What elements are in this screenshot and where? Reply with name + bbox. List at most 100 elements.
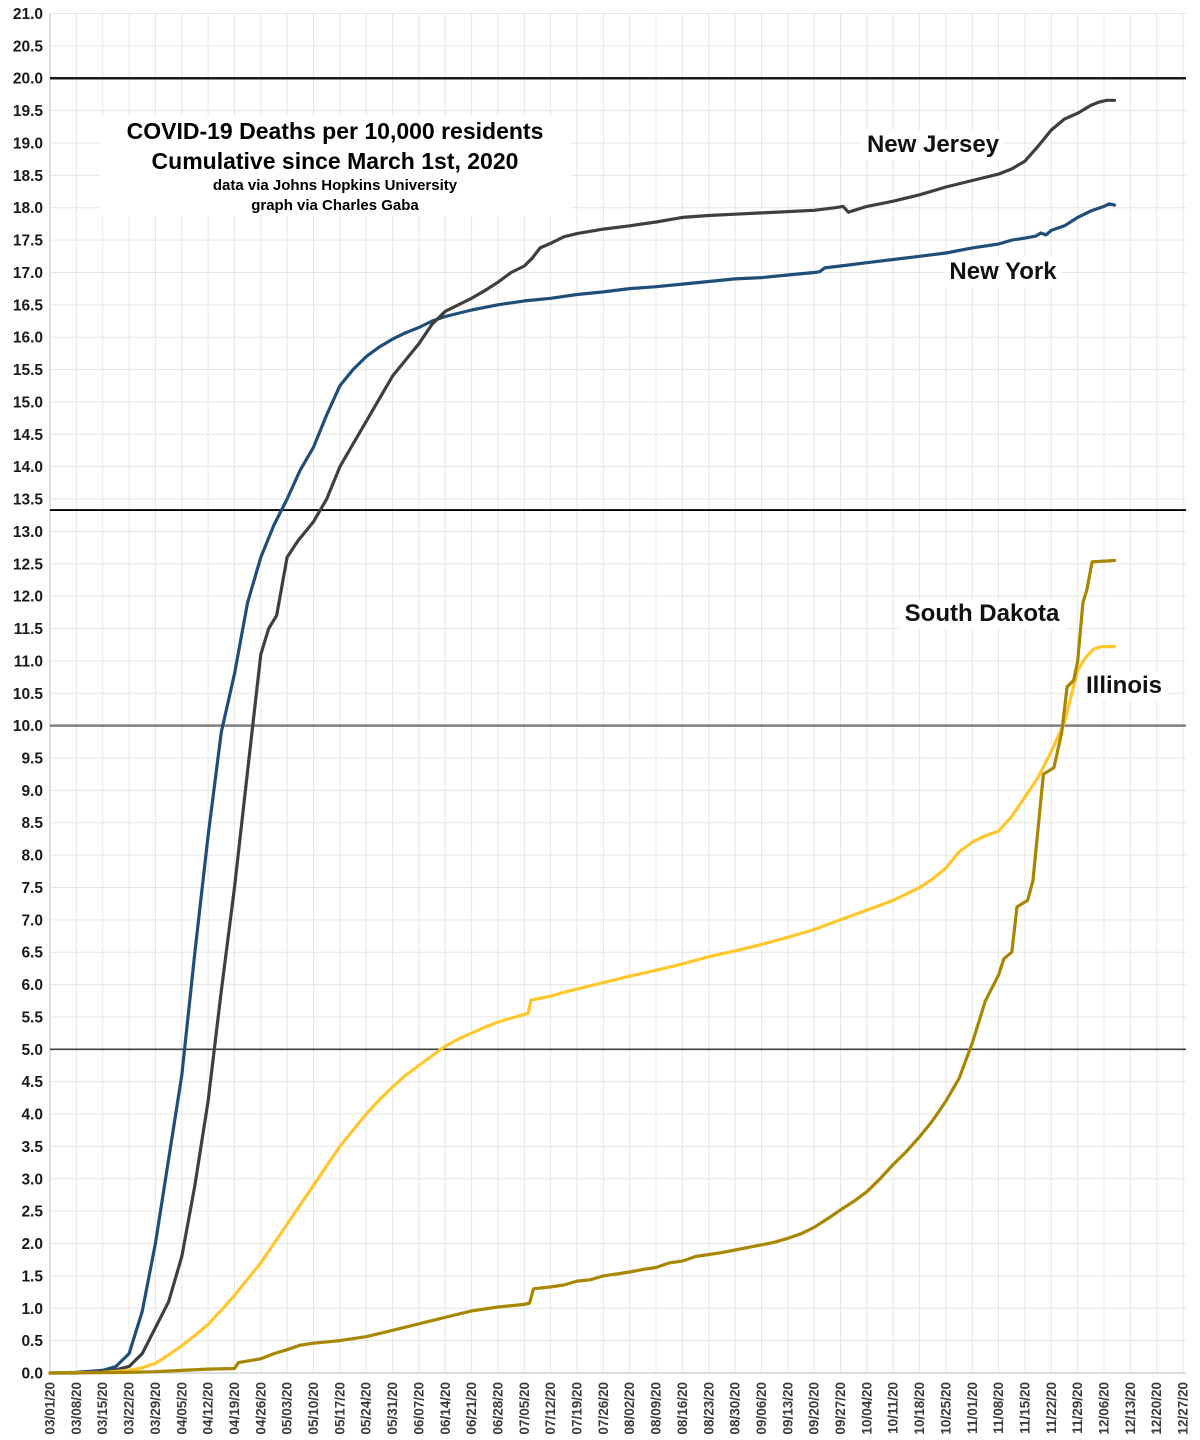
y-tick-label: 0.0 [21, 1366, 43, 1383]
y-tick-label: 15.0 [13, 394, 43, 411]
y-tick-label: 4.0 [21, 1107, 43, 1124]
x-tick-label: 07/26/20 [596, 1382, 611, 1435]
y-tick-label: 3.5 [21, 1139, 43, 1156]
y-tick-label: 9.5 [21, 750, 43, 767]
x-tick-label: 08/23/20 [701, 1382, 716, 1435]
series-lines [48, 98, 1117, 1375]
x-tick-label: 07/05/20 [517, 1382, 532, 1435]
x-tick-label: 04/26/20 [253, 1382, 268, 1435]
y-tick-label: 4.5 [21, 1074, 43, 1091]
y-tick-label: 14.5 [13, 427, 44, 444]
y-tick-label: 1.0 [21, 1301, 43, 1318]
chart-title-box: COVID-19 Deaths per 10,000 residents Cum… [100, 116, 570, 216]
y-tick-label: 14.0 [13, 459, 43, 476]
x-tick-label: 06/07/20 [411, 1382, 426, 1435]
y-tick-label: 15.5 [13, 362, 44, 379]
line-new-york [48, 202, 1117, 1375]
x-tick-label: 10/18/20 [912, 1382, 927, 1435]
y-tick-label: 19.0 [13, 135, 43, 152]
y-tick-label: 17.0 [13, 265, 43, 282]
x-tick-label: 05/10/20 [306, 1382, 321, 1435]
y-tick-label: 17.5 [13, 233, 44, 250]
x-tick-label: 10/25/20 [938, 1382, 953, 1435]
y-tick-label: 19.5 [13, 103, 44, 120]
x-tick-label: 07/12/20 [543, 1382, 558, 1435]
y-tick-label: 6.0 [21, 977, 43, 994]
x-tick-label: 08/02/20 [622, 1382, 637, 1435]
gridlines [49, 13, 1186, 1374]
chart-credit-data-source: data via Johns Hopkins University [212, 177, 458, 194]
line-new-jersey [48, 98, 1117, 1375]
x-tick-label: 03/08/20 [69, 1382, 84, 1435]
y-tick-label: 13.5 [13, 492, 44, 509]
x-tick-label: 09/20/20 [807, 1382, 822, 1435]
axis-lines [49, 13, 1186, 1374]
chart-subtitle: Cumulative since March 1st, 2020 [151, 148, 519, 174]
x-tick-label: 11/08/20 [991, 1382, 1006, 1434]
x-tick-label: 03/01/20 [43, 1382, 58, 1435]
y-tick-label: 10.5 [13, 686, 44, 703]
line-south-dakota [48, 558, 1117, 1375]
x-tick-label: 04/19/20 [227, 1382, 242, 1435]
y-tick-label: 7.5 [21, 880, 43, 897]
y-tick-label: 6.5 [21, 945, 43, 962]
x-tick-label: 09/06/20 [754, 1382, 769, 1435]
x-tick-label: 07/19/20 [570, 1382, 585, 1435]
y-tick-label: 9.0 [21, 783, 43, 800]
y-tick-label: 13.0 [13, 524, 43, 541]
y-tick-label: 18.5 [13, 168, 44, 185]
x-tick-label: 11/29/20 [1070, 1382, 1085, 1434]
y-tick-label: 16.0 [13, 330, 43, 347]
y-tick-label: 3.0 [21, 1171, 43, 1188]
x-tick-label: 05/31/20 [385, 1382, 400, 1435]
x-tick-label: 09/13/20 [780, 1382, 795, 1435]
x-tick-label: 05/03/20 [280, 1382, 295, 1435]
y-tick-label: 8.0 [21, 848, 43, 865]
x-axis-tick-labels: 03/01/20 03/08/20 03/15/20 03/22/20 03/29/20… [43, 1382, 1191, 1435]
series-label-south-dakota: South Dakota [898, 599, 1066, 629]
x-tick-label: 06/14/20 [438, 1382, 453, 1435]
x-tick-label: 04/05/20 [174, 1382, 189, 1435]
chart-title: COVID-19 Deaths per 10,000 residents [126, 118, 544, 144]
x-tick-label: 06/21/20 [464, 1382, 479, 1435]
y-tick-label: 5.0 [21, 1042, 43, 1059]
series-label-new-jersey: New Jersey [860, 130, 1006, 160]
y-tick-label: 0.5 [21, 1333, 43, 1350]
x-tick-label: 08/09/20 [649, 1382, 664, 1435]
x-tick-label: 04/12/20 [201, 1382, 216, 1435]
series-label-new-york: New York [943, 257, 1063, 287]
y-axis-tick-labels: 21.0 20.5 20.0 19.5 19.0 18.5 18.0 17.5 17.0 16.5… [13, 6, 44, 1382]
y-tick-label: 7.0 [21, 912, 43, 929]
y-tick-label: 2.5 [21, 1204, 43, 1221]
x-tick-label: 03/22/20 [122, 1382, 137, 1435]
y-tick-label: 21.0 [13, 6, 43, 23]
x-tick-label: 05/24/20 [359, 1382, 374, 1435]
y-tick-label: 8.5 [21, 815, 43, 832]
x-tick-label: 12/20/20 [1149, 1382, 1164, 1435]
x-tick-label: 05/17/20 [332, 1382, 347, 1435]
x-tick-label: 11/01/20 [965, 1382, 980, 1434]
x-tick-label: 06/28/20 [490, 1382, 505, 1435]
y-tick-label: 20.5 [13, 38, 44, 55]
x-tick-label: 12/13/20 [1123, 1382, 1138, 1435]
x-tick-label: 11/15/20 [1017, 1382, 1032, 1434]
y-tick-label: 16.5 [13, 297, 44, 314]
line-illinois [48, 645, 1117, 1375]
y-tick-label: 10.0 [13, 718, 43, 735]
y-tick-label: 20.0 [13, 71, 43, 88]
y-tick-label: 11.5 [14, 621, 44, 638]
x-tick-label: 10/04/20 [859, 1382, 874, 1435]
x-tick-label: 10/11/20 [886, 1382, 901, 1434]
y-tick-label: 2.0 [21, 1236, 43, 1253]
x-tick-label: 03/15/20 [95, 1382, 110, 1435]
series-label-illinois: Illinois [1079, 671, 1169, 701]
y-tick-label: 12.0 [13, 589, 43, 606]
reference-lines [50, 76, 1186, 1051]
x-tick-label: 12/27/20 [1176, 1382, 1191, 1435]
x-tick-label: 12/06/20 [1097, 1382, 1112, 1435]
x-tick-label: 03/29/20 [148, 1382, 163, 1435]
x-tick-label: 08/30/20 [728, 1382, 743, 1435]
y-tick-label: 11.0 [14, 653, 43, 670]
